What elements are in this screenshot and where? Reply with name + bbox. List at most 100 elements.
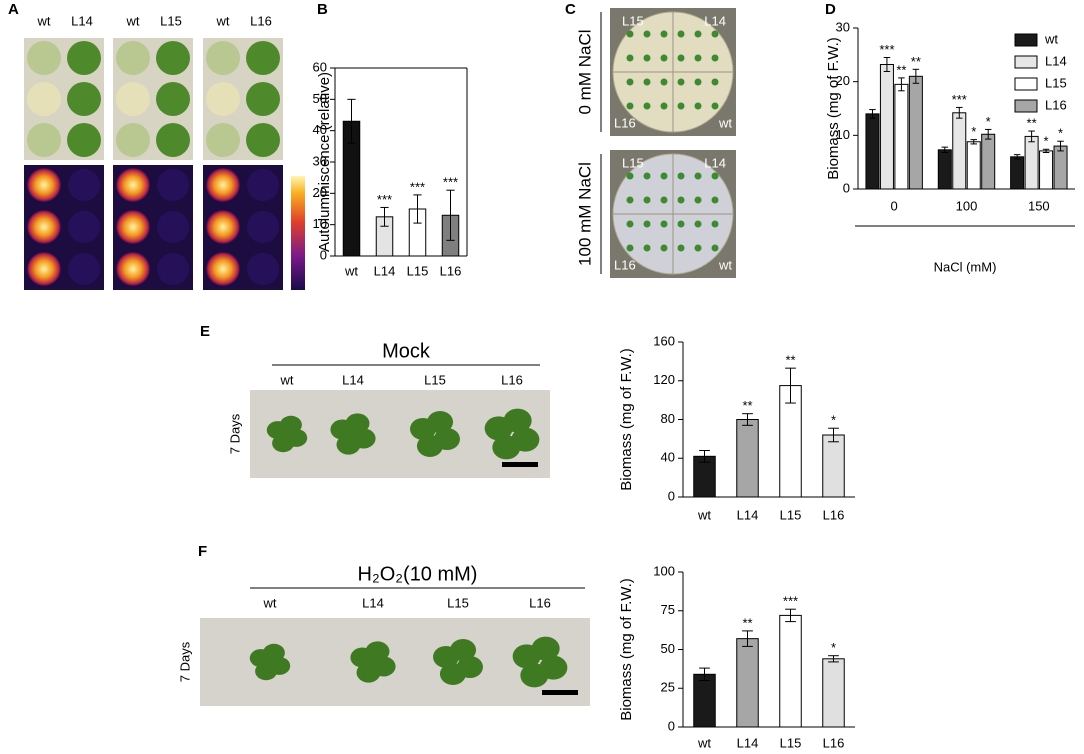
photo-title: H₂O₂(10 mM) [358, 563, 478, 585]
bar [865, 113, 880, 190]
bar [822, 434, 845, 498]
significance: *** [377, 192, 392, 207]
legend-label: L15 [1045, 75, 1067, 90]
leaf [279, 415, 302, 434]
seedling [694, 102, 702, 110]
dim-disc [68, 211, 100, 243]
seedling [660, 78, 668, 86]
plate-label: L16 [614, 115, 636, 130]
panel-letter: D [825, 1, 836, 18]
y-tick-label: 80 [661, 411, 675, 426]
x-tick-label: L16 [440, 263, 462, 278]
glow-disc [206, 252, 240, 286]
y-tick-label: 75 [661, 602, 675, 617]
y-tick-label: 10 [313, 216, 327, 231]
legend-swatch [1014, 77, 1038, 91]
significance: * [831, 413, 836, 428]
bar [908, 75, 923, 190]
significance: * [1058, 126, 1063, 141]
column-label: L14 [71, 13, 93, 28]
bar [1010, 156, 1025, 190]
leaf-disc [27, 82, 61, 116]
leaf-disc [246, 123, 280, 157]
seedling [711, 30, 719, 38]
panel-letter: A [8, 1, 19, 18]
genotype-label: L16 [501, 372, 523, 387]
leaf-disc [116, 41, 150, 75]
significance: * [831, 640, 836, 655]
seedling [643, 220, 651, 228]
seedling [694, 78, 702, 86]
column-label: L15 [160, 13, 182, 28]
leaf [365, 641, 390, 662]
significance: ** [742, 615, 752, 630]
x-tick-label: L16 [823, 507, 845, 522]
significance: ** [742, 398, 752, 413]
x-tick-label: wt [697, 735, 711, 750]
dim-disc [157, 169, 189, 201]
leaf [356, 662, 381, 683]
bar [1053, 145, 1068, 190]
y-tick-label: 30 [313, 153, 327, 168]
y-axis-label: Biomass (mg of F.W.) [618, 348, 635, 491]
leaf-disc [27, 123, 61, 157]
plate-label: L14 [704, 13, 726, 28]
seedling [694, 244, 702, 252]
seedling [626, 172, 634, 180]
seedling [677, 196, 685, 204]
significance: * [1044, 134, 1049, 149]
seedling [694, 30, 702, 38]
x-tick-label: L14 [737, 507, 759, 522]
seedling [677, 78, 685, 86]
seedling [677, 220, 685, 228]
bar [693, 673, 716, 728]
seedling [626, 54, 634, 62]
x-tick-label: 0 [891, 198, 898, 213]
seedling [626, 196, 634, 204]
seedling [677, 30, 685, 38]
plate-label: wt [718, 115, 732, 130]
leaf-disc [156, 82, 190, 116]
column-label: wt [37, 13, 51, 28]
seedling [711, 54, 719, 62]
y-tick-label: 40 [313, 122, 327, 137]
dim-disc [247, 169, 279, 201]
glow-disc [116, 210, 150, 244]
legend-swatch [1014, 33, 1038, 47]
y-tick-label: 100 [653, 563, 675, 578]
legend-label: wt [1044, 31, 1058, 46]
seedling [643, 102, 651, 110]
leaf-disc [67, 123, 101, 157]
leaf [262, 643, 285, 662]
leaf-disc [156, 41, 190, 75]
scale-bar [542, 690, 578, 695]
leaf-disc [116, 82, 150, 116]
y-axis-label: Biomass (mg of F.W.) [825, 37, 842, 180]
x-tick-label: L15 [407, 263, 429, 278]
x-tick-label: L14 [737, 735, 759, 750]
seedling [711, 220, 719, 228]
x-tick-label: 150 [1028, 198, 1050, 213]
legend-label: L16 [1045, 97, 1067, 112]
leaf-disc [116, 123, 150, 157]
panel-letter: B [317, 1, 328, 18]
bar [736, 638, 759, 728]
leaf [531, 636, 560, 661]
scale-bar [502, 462, 538, 467]
leaf-disc [246, 82, 280, 116]
seedling [677, 102, 685, 110]
significance: *** [879, 42, 894, 57]
y-tick-label: 0 [320, 247, 327, 262]
seedling [643, 172, 651, 180]
seedling [626, 78, 634, 86]
dim-disc [68, 253, 100, 285]
plate-label: L15 [622, 155, 644, 170]
leaf [416, 434, 443, 457]
y-tick-label: 50 [313, 91, 327, 106]
y-tick-label: 160 [653, 333, 675, 348]
seedling [660, 244, 668, 252]
y-tick-label: 0 [668, 718, 675, 733]
seedling [626, 220, 634, 228]
